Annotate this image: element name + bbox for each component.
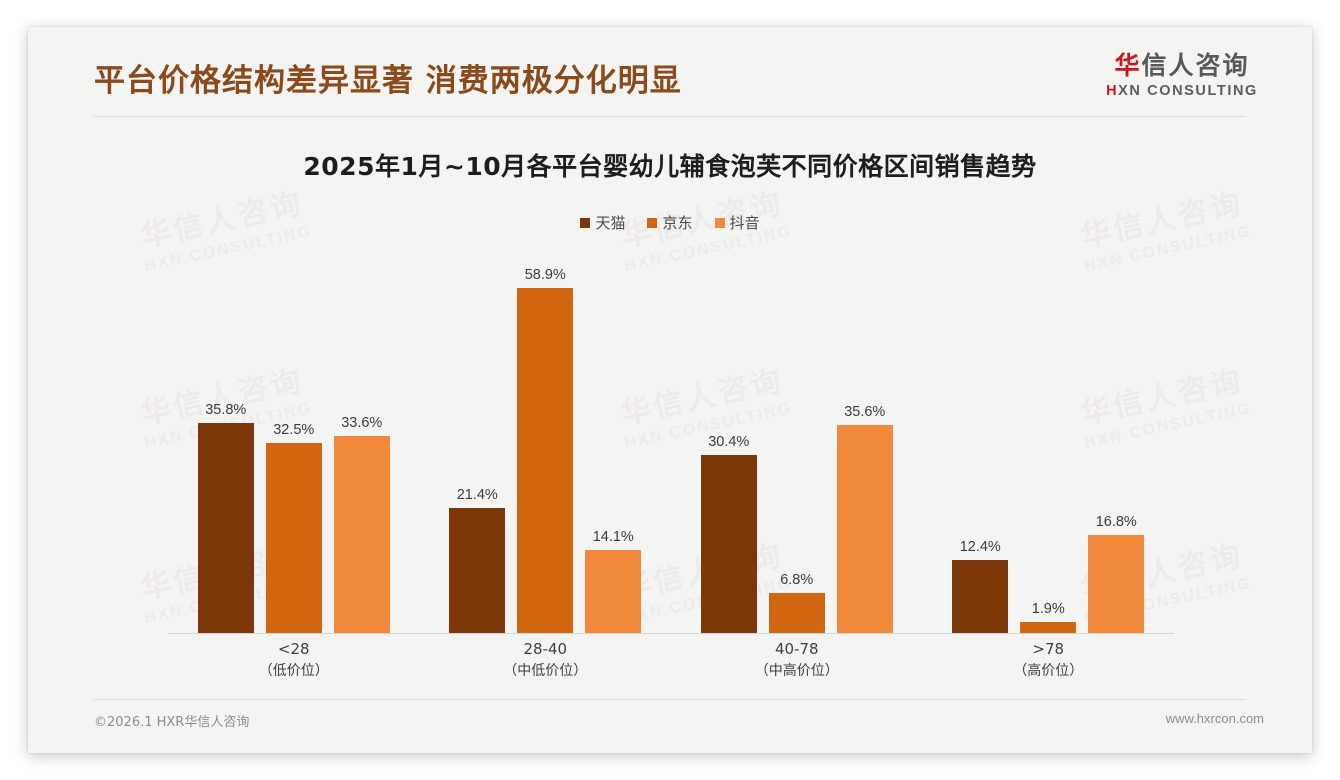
x-tick-range: >78: [1032, 640, 1065, 658]
logo-en-rest: XN CONSULTING: [1118, 82, 1258, 99]
bar-天猫-<28[interactable]: 35.8%: [197, 248, 254, 633]
bar-value-label: 58.9%: [524, 267, 566, 283]
bar-value-label: 35.6%: [844, 404, 886, 420]
chart-title: 2025年1月~10月各平台婴幼儿辅食泡芙不同价格区间销售趋势: [303, 152, 1037, 181]
x-tick-<28: <28 （低价位）: [259, 639, 329, 681]
footer-copyright: ©2026.1 HXR华信人咨询: [94, 715, 250, 730]
bar-天猫->78[interactable]: 12.4%: [952, 248, 1009, 633]
bar-rect[interactable]: [517, 288, 574, 633]
legend-item-天猫[interactable]: 天猫: [580, 212, 625, 233]
logo-en-red: H: [1106, 82, 1119, 99]
bar-value-label: 16.8%: [1095, 514, 1137, 530]
bar-抖音-<28[interactable]: 33.6%: [333, 248, 390, 633]
slide-header: 平台价格结构差异显著 消费两极分化明显 华信人咨询 HXN CONSULTING: [28, 27, 1312, 119]
bar-value-label: 30.4%: [708, 434, 750, 450]
legend-swatch-icon: [647, 217, 658, 228]
logo-cn-red: 华: [1114, 51, 1142, 80]
logo-english-text: HXN CONSULTING: [1092, 83, 1272, 99]
bar-rect[interactable]: [1088, 535, 1145, 633]
legend-label: 京东: [662, 214, 693, 232]
bar-value-label: 33.6%: [341, 415, 383, 431]
bar-京东-28-40[interactable]: 58.9%: [517, 248, 574, 633]
bar-天猫-40-78[interactable]: 30.4%: [700, 248, 757, 633]
bar-group-<28: 35.8% 32.5% 33.6%: [168, 248, 420, 633]
legend-label: 天猫: [595, 214, 626, 232]
logo-chinese-text: 华信人咨询: [1092, 52, 1272, 80]
x-axis-tick-labels: <28 （低价位） 28-40 （中低价位） 40-78 （中高价位） >78 （高价位）: [168, 639, 1174, 699]
logo-cn-rest: 信人咨询: [1141, 51, 1250, 80]
x-tick-40-78: 40-78 （中高价位）: [755, 639, 839, 681]
x-axis-line: [168, 633, 1174, 634]
bar-rect[interactable]: [585, 550, 642, 633]
bar-value-label: 35.8%: [205, 402, 247, 418]
bar-value-label: 6.8%: [780, 572, 814, 588]
bar-rect[interactable]: [449, 508, 506, 633]
bar-value-label: 14.1%: [592, 529, 634, 545]
bar-group-40-78: 30.4% 6.8% 35.6%: [671, 248, 923, 633]
x-tick-description: （中低价位）: [503, 662, 588, 679]
bar-rect[interactable]: [197, 423, 254, 633]
bar-抖音->78[interactable]: 16.8%: [1088, 248, 1145, 633]
x-tick-description: （低价位）: [258, 662, 329, 679]
bar-rect[interactable]: [1020, 622, 1077, 633]
chart-plot-area: 35.8% 32.5% 33.6% 21.4% 58.9% 14.1% 30.4% 6.8% 3…: [168, 249, 1174, 634]
x-tick-28-40: 28-40 （中低价位）: [503, 639, 587, 681]
legend-swatch-icon: [580, 217, 591, 228]
legend-item-京东[interactable]: 京东: [647, 212, 693, 233]
header-divider: [94, 116, 1246, 117]
bar-group->78: 12.4% 1.9% 16.8%: [923, 248, 1175, 633]
x-tick-range: 40-78: [774, 640, 819, 658]
bar-rect[interactable]: [836, 425, 893, 633]
bar-天猫-28-40[interactable]: 21.4%: [449, 248, 506, 633]
bar-value-label: 21.4%: [456, 487, 498, 503]
legend-label: 抖音: [729, 214, 760, 232]
bar-value-label: 1.9%: [1031, 601, 1065, 617]
page-title: 平台价格结构差异显著 消费两极分化明显: [94, 63, 682, 99]
bar-京东->78[interactable]: 1.9%: [1020, 248, 1077, 633]
bar-rect[interactable]: [952, 560, 1009, 633]
bar-value-label: 32.5%: [273, 422, 315, 438]
brand-logo: 华信人咨询 HXN CONSULTING: [1092, 52, 1272, 99]
slide-card: 华信人咨询 HXN CONSULTING 华信人咨询 HXN CONSULTING华信…: [28, 27, 1312, 753]
x-tick-description: （中高价位）: [754, 662, 839, 679]
bar-京东-<28[interactable]: 32.5%: [265, 248, 322, 633]
x-tick-range: 28-40: [523, 640, 568, 658]
bar-group-28-40: 21.4% 58.9% 14.1%: [420, 248, 672, 633]
bar-抖音-28-40[interactable]: 14.1%: [585, 248, 642, 633]
footer-website[interactable]: www.hxrcon.com: [1165, 711, 1264, 726]
bar-抖音-40-78[interactable]: 35.6%: [836, 248, 893, 633]
bar-京东-40-78[interactable]: 6.8%: [768, 248, 825, 633]
bar-rect[interactable]: [333, 436, 390, 633]
bar-rect[interactable]: [700, 455, 757, 633]
bar-rect[interactable]: [265, 443, 322, 633]
bar-rect[interactable]: [768, 593, 825, 633]
legend-swatch-icon: [714, 217, 725, 228]
x-tick-range: <28: [277, 640, 310, 658]
x-tick->78: >78 （高价位）: [1013, 639, 1083, 681]
x-tick-description: （高价位）: [1013, 662, 1084, 679]
bar-value-label: 12.4%: [959, 539, 1001, 555]
footer-divider: [94, 699, 1246, 700]
legend-item-抖音[interactable]: 抖音: [714, 212, 760, 233]
chart-legend: 天猫 京东 抖音: [28, 212, 1312, 233]
